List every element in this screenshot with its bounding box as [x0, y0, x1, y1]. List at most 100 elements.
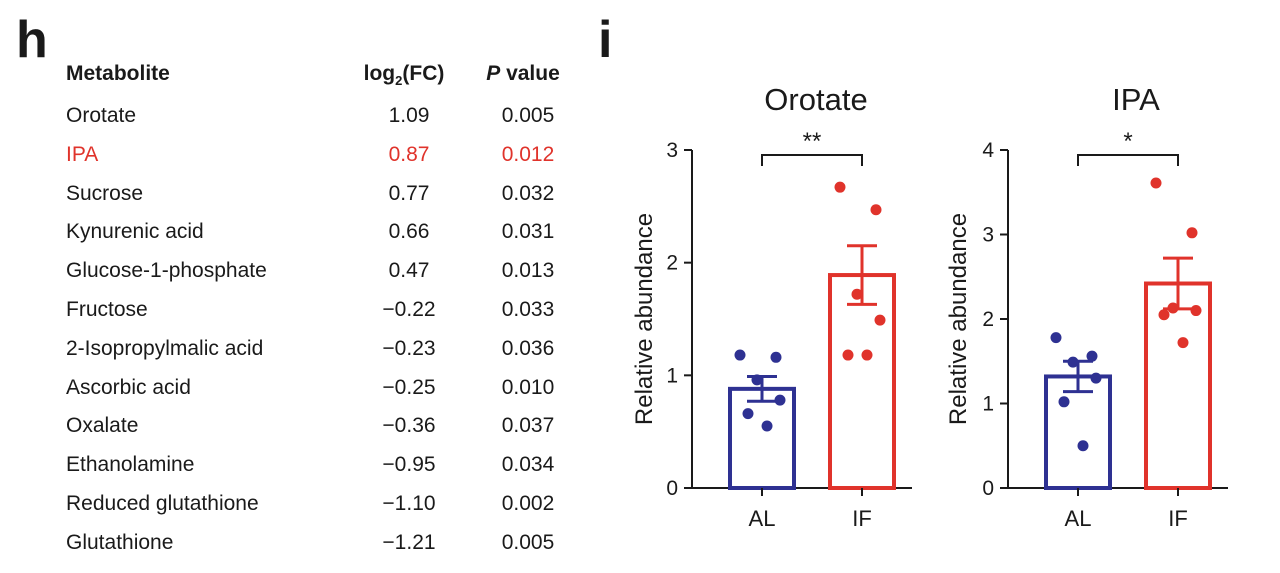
- x-tick-label: IF: [1168, 506, 1188, 531]
- data-point-al: [1058, 396, 1070, 408]
- cell-p-value: 0.010: [501, 375, 555, 399]
- cell-metabolite: Oxalate: [66, 414, 139, 438]
- header-p-rest: value: [500, 62, 560, 85]
- chart-title: IPA: [1112, 82, 1160, 117]
- y-tick-label: 3: [982, 224, 994, 247]
- cell-log2fc: 1.09: [388, 104, 430, 127]
- data-point-al: [1086, 350, 1098, 362]
- cell-p-value: 0.031: [501, 220, 555, 244]
- cell-log2fc: −0.95: [382, 453, 436, 477]
- table-row: Orotate 1.09 0.005: [66, 104, 586, 134]
- y-tick-label: 4: [982, 139, 994, 162]
- y-tick-label: 0: [982, 477, 994, 500]
- data-point-al: [1067, 356, 1079, 368]
- y-tick-label: 1: [666, 364, 678, 387]
- cell-log2fc: −1.10: [382, 492, 436, 515]
- cell-p-value: 0.036: [501, 336, 555, 360]
- cell-log2fc: −0.22: [382, 298, 436, 321]
- data-point-if: [1186, 227, 1198, 239]
- data-point-al: [1090, 372, 1102, 384]
- bar-if: [1144, 281, 1212, 491]
- cell-log2fc: −1.21: [382, 530, 436, 554]
- cell-metabolite: Glutathione: [66, 530, 174, 554]
- x-tick-label: AL: [1065, 506, 1092, 531]
- cell-log2fc: −0.23: [382, 336, 436, 360]
- cell-p-value: 0.034: [501, 453, 555, 477]
- y-tick-label: 2: [982, 308, 994, 331]
- cell-p-value: 0.013: [501, 259, 555, 283]
- chart-title: Orotate: [764, 82, 867, 117]
- significance-label: *: [1123, 128, 1132, 155]
- cell-metabolite: Sucrose: [66, 181, 144, 205]
- data-point-if: [1190, 305, 1202, 317]
- cell-metabolite: Glucose-1-phosphate: [66, 259, 267, 283]
- cell-metabolite: 2-Isopropylmalic acid: [66, 336, 264, 360]
- significance-bracket: [1077, 154, 1179, 166]
- x-tick-label: IF: [852, 506, 872, 531]
- data-point-al: [774, 394, 786, 406]
- data-point-if: [1177, 337, 1189, 349]
- data-point-if: [1167, 302, 1179, 314]
- data-point-al: [761, 420, 773, 432]
- cell-metabolite: Orotate: [66, 104, 137, 127]
- data-point-if: [1158, 309, 1170, 321]
- cell-p-value: 0.037: [501, 414, 555, 438]
- data-point-al: [734, 349, 746, 361]
- data-point-if: [870, 204, 882, 216]
- header-log2fc: log2(FC): [356, 62, 452, 88]
- table-row: Ascorbic acid −0.25 0.010: [66, 376, 586, 406]
- x-tick-label: AL: [749, 506, 776, 531]
- chart-ipa: IPA 0 1 2 3 4 Relative abundance AL IF *: [945, 82, 1228, 531]
- data-point-if: [842, 349, 854, 361]
- cell-p-value: 0.012: [501, 142, 555, 166]
- panel-letter-h: h: [16, 11, 48, 69]
- header-p-value: P value: [472, 62, 574, 86]
- data-point-al: [1050, 332, 1062, 344]
- cell-metabolite: Ascorbic acid: [66, 375, 191, 399]
- data-point-al: [770, 351, 782, 363]
- y-tick-label: 0: [666, 477, 678, 500]
- table-row: Glutathione −1.21 0.005: [66, 531, 586, 561]
- table-row: Oxalate −0.36 0.037: [66, 414, 586, 444]
- data-point-if: [851, 288, 863, 300]
- y-axis-label: Relative abundance: [945, 213, 972, 425]
- bar-al: [1044, 374, 1112, 490]
- cell-log2fc: 0.77: [388, 181, 430, 205]
- data-point-if: [834, 181, 846, 193]
- header-log2fc-suffix: (FC): [402, 62, 445, 85]
- cell-log2fc: 0.66: [388, 220, 430, 244]
- cell-p-value: 0.005: [501, 104, 555, 127]
- significance-bracket: [761, 154, 863, 166]
- data-point-if: [874, 314, 886, 326]
- table-row: Fructose −0.22 0.033: [66, 298, 586, 328]
- y-axis-label: Relative abundance: [631, 213, 658, 425]
- table-row: Kynurenic acid 0.66 0.031: [66, 220, 586, 250]
- cell-log2fc: 0.87: [388, 142, 430, 166]
- bar-al: [728, 386, 796, 490]
- table-row: 2-Isopropylmalic acid −0.23 0.036: [66, 337, 586, 367]
- y-tick-label: 1: [982, 393, 994, 416]
- cell-p-value: 0.033: [501, 298, 555, 321]
- bar-if: [828, 273, 896, 490]
- cell-metabolite: Reduced glutathione: [66, 492, 259, 515]
- y-tick-label: 2: [666, 252, 678, 275]
- table-row: Ethanolamine −0.95 0.034: [66, 453, 586, 483]
- cell-log2fc: 0.47: [388, 259, 430, 283]
- data-point-al: [742, 408, 754, 420]
- table-row: IPA 0.87 0.012: [66, 143, 586, 173]
- cell-metabolite: IPA: [66, 142, 99, 166]
- data-point-al: [1077, 440, 1089, 452]
- cell-metabolite: Kynurenic acid: [66, 220, 204, 244]
- cell-p-value: 0.032: [501, 181, 555, 205]
- data-point-if: [1150, 177, 1162, 189]
- cell-metabolite: Ethanolamine: [66, 453, 195, 477]
- header-metabolite: Metabolite: [66, 62, 170, 85]
- cell-metabolite: Fructose: [66, 298, 148, 321]
- panel-letter-i: i: [598, 11, 613, 69]
- cell-log2fc: −0.36: [382, 414, 436, 438]
- cell-p-value: 0.005: [501, 530, 555, 554]
- header-p-italic: P: [486, 62, 501, 85]
- header-log2fc-sub: 2: [395, 73, 403, 89]
- table-header-row: Metabolite log2(FC) P value: [66, 62, 586, 92]
